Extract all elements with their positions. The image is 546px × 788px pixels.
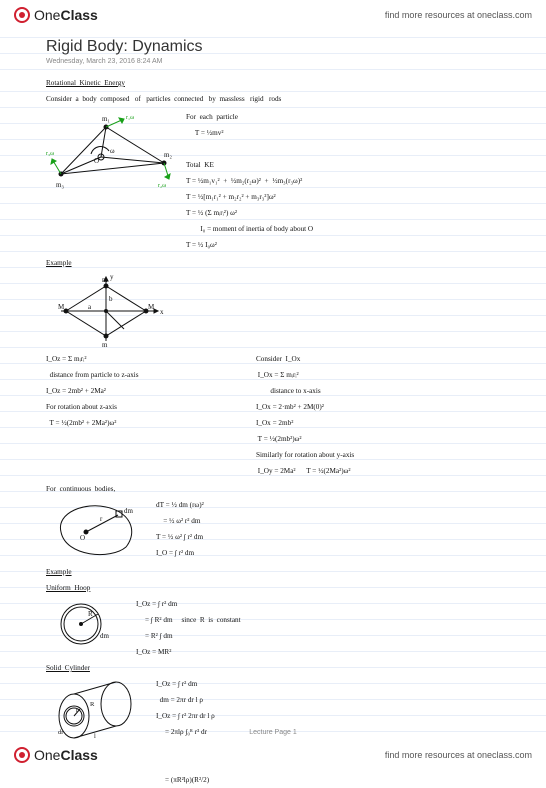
equations-iox: Consider I_Ox I_Ox = Σ mᵢrᵢ² distance to…: [256, 351, 354, 479]
svg-text:m: m: [102, 276, 108, 284]
page-number: Lecture Page 1: [0, 729, 546, 736]
logo-icon: [14, 747, 30, 763]
sketch-triangle-body: O ω m₃ m₁ m₂ r₃ω r₁ω r₂ω: [46, 109, 176, 199]
heading-hoop: Uniform Hoop: [46, 580, 516, 596]
svg-text:M: M: [58, 303, 65, 311]
svg-text:M: M: [148, 303, 155, 311]
svg-text:m₁: m₁: [102, 115, 110, 123]
svg-text:m₃: m₃: [56, 181, 64, 189]
page-title: Rigid Body: Dynamics: [46, 38, 516, 56]
heading-rotational: Rotational Kinetic Energy: [46, 75, 516, 91]
line-consider: Consider a body composed of particles co…: [46, 91, 516, 107]
svg-text:m: m: [102, 341, 108, 349]
page-date: Wednesday, March 23, 2016 8:24 AM: [46, 58, 516, 65]
svg-text:a: a: [88, 303, 92, 311]
svg-text:dm: dm: [124, 507, 134, 515]
tagline-bottom[interactable]: find more resources at oneclass.com: [385, 750, 532, 760]
equations-ioz: I_Oz = Σ mᵢrᵢ² distance from particle to…: [46, 351, 246, 479]
heading-continuous: For continuous bodies,: [46, 481, 516, 497]
tagline-top[interactable]: find more resources at oneclass.com: [385, 10, 532, 20]
equations-hoop: I_Oz = ∫ r² dm = ∫ R² dm since R is cons…: [136, 596, 241, 660]
svg-text:dm: dm: [100, 632, 110, 640]
logo-text: OneClass: [34, 747, 98, 763]
svg-text:ω: ω: [110, 147, 115, 155]
heading-cylinder: Solid Cylinder: [46, 660, 516, 676]
svg-text:r₂ω: r₂ω: [158, 183, 166, 189]
logo-text: OneClass: [34, 7, 98, 23]
note-page: Rigid Body: Dynamics Wednesday, March 23…: [0, 30, 546, 740]
svg-text:x: x: [160, 308, 164, 316]
svg-text:r₃ω: r₃ω: [46, 151, 54, 157]
svg-text:O: O: [94, 157, 99, 165]
svg-text:m₂: m₂: [164, 151, 172, 159]
svg-text:R: R: [90, 701, 95, 708]
svg-text:r₁ω: r₁ω: [126, 115, 134, 121]
svg-text:O: O: [80, 534, 85, 542]
equations-continuous: dT = ½ dm (rω)² = ½ ω² r² dm T = ½ ω² ∫ …: [156, 497, 204, 562]
sketch-hoop: R dm: [46, 596, 126, 651]
logo-top: OneClass: [14, 7, 98, 23]
svg-text:r: r: [100, 515, 103, 523]
logo-icon: [14, 7, 30, 23]
sketch-blob: O r dm: [46, 497, 146, 562]
svg-text:R: R: [88, 610, 93, 618]
heading-example1: Example: [46, 255, 516, 271]
equations-ke: For each particle T = ½mv² Total KE T = …: [186, 109, 313, 253]
svg-text:b: b: [109, 295, 113, 303]
svg-text:y: y: [110, 273, 114, 281]
sketch-rhombus: M M m m a b x y: [46, 271, 166, 351]
logo-bottom: OneClass: [14, 747, 98, 763]
heading-example2: Example: [46, 564, 516, 580]
